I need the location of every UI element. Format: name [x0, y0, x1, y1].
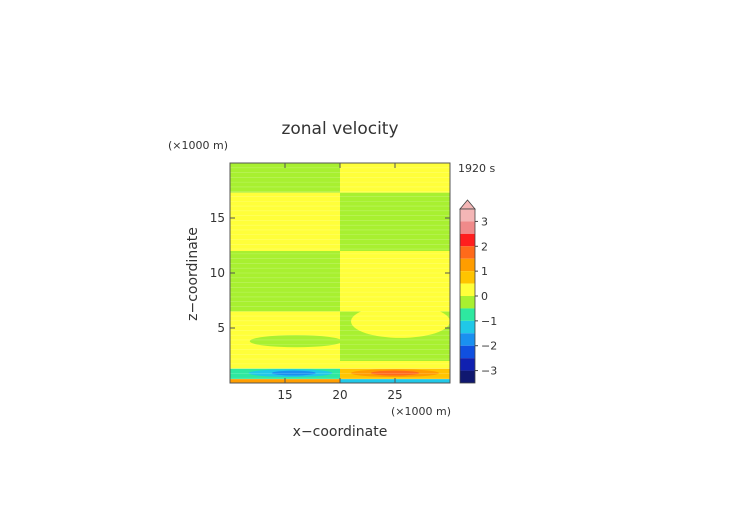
colorbar-tick-label: 3	[481, 215, 488, 228]
colorbar-segment	[460, 296, 475, 309]
colorbar-segment	[460, 358, 475, 371]
x-axis-label: x−coordinate	[293, 424, 388, 440]
colorbar-tick-label: −1	[481, 315, 497, 328]
colorbar-segment	[460, 370, 475, 383]
colorbar-segment	[460, 308, 475, 321]
colorbar-segment	[460, 283, 475, 296]
chart-title: zonal velocity	[281, 119, 398, 139]
heatmap-region	[230, 192, 340, 251]
y-tick-label: 15	[210, 211, 225, 225]
x-tick-label: 15	[277, 388, 292, 402]
colorbar-tick-label: 1	[481, 265, 488, 278]
colorbar-segment	[460, 271, 475, 284]
colorbar-segment	[460, 209, 475, 222]
time-label: 1920 s	[458, 162, 495, 175]
x-tick-label: 20	[332, 388, 347, 402]
y-axis-label: z−coordinate	[185, 227, 201, 321]
colorbar-tick-label: 0	[481, 290, 488, 303]
colorbar-tick-label: 2	[481, 240, 488, 253]
colorbar-tick-label: −2	[481, 340, 497, 353]
heatmap-region	[230, 251, 340, 312]
y-tick-label: 10	[210, 266, 225, 280]
colorbar-segment	[460, 233, 475, 247]
x-scale-label: (×1000 m)	[391, 405, 451, 418]
colorbar-segment	[460, 221, 475, 234]
heatmap-region	[340, 251, 450, 312]
heatmap-feature	[249, 335, 343, 348]
heatmap-feature	[370, 370, 420, 376]
colorbar-extend-arrow	[459, 199, 476, 210]
colorbar-tick-label: −3	[481, 365, 497, 378]
x-tick-label: 25	[387, 388, 402, 402]
y-scale-label: (×1000 m)	[168, 139, 228, 152]
colorbar-segment	[460, 320, 475, 334]
heatmap-feature	[271, 370, 316, 376]
heatmap-region	[230, 361, 450, 369]
colorbar-segment	[460, 333, 475, 346]
heatmap-region	[340, 192, 450, 251]
heatmap-feature	[351, 304, 450, 338]
heatmap-feature	[362, 347, 450, 361]
y-tick-label: 5	[217, 321, 225, 335]
colorbar-segment	[460, 246, 475, 259]
colorbar-segment	[460, 345, 475, 359]
colorbar-segment	[460, 258, 475, 272]
